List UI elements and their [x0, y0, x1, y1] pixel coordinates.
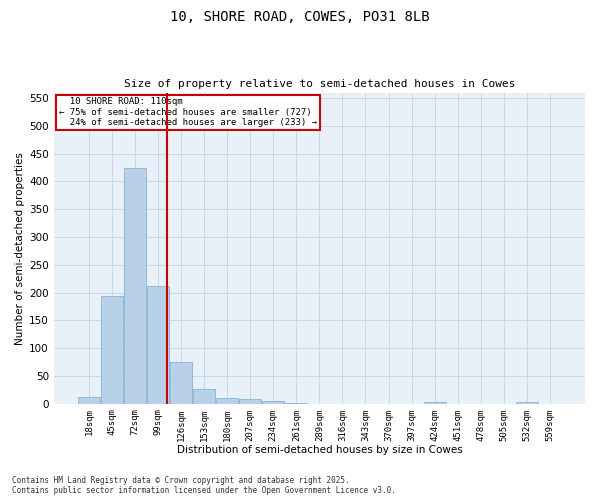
Text: 10 SHORE ROAD: 110sqm
← 75% of semi-detached houses are smaller (727)
  24% of s: 10 SHORE ROAD: 110sqm ← 75% of semi-deta… — [59, 97, 317, 127]
Title: Size of property relative to semi-detached houses in Cowes: Size of property relative to semi-detach… — [124, 79, 515, 89]
Bar — [424, 402, 446, 404]
Bar — [147, 286, 169, 404]
Bar — [239, 398, 261, 404]
Text: 10, SHORE ROAD, COWES, PO31 8LB: 10, SHORE ROAD, COWES, PO31 8LB — [170, 10, 430, 24]
Y-axis label: Number of semi-detached properties: Number of semi-detached properties — [15, 152, 25, 344]
Bar — [216, 398, 238, 404]
Bar — [516, 402, 538, 404]
Bar — [193, 388, 215, 404]
Bar — [170, 362, 192, 404]
Bar — [78, 397, 100, 404]
Bar — [286, 403, 307, 404]
Bar — [124, 168, 146, 404]
Bar — [262, 401, 284, 404]
Text: Contains HM Land Registry data © Crown copyright and database right 2025.
Contai: Contains HM Land Registry data © Crown c… — [12, 476, 396, 495]
Bar — [101, 296, 123, 404]
X-axis label: Distribution of semi-detached houses by size in Cowes: Distribution of semi-detached houses by … — [176, 445, 462, 455]
